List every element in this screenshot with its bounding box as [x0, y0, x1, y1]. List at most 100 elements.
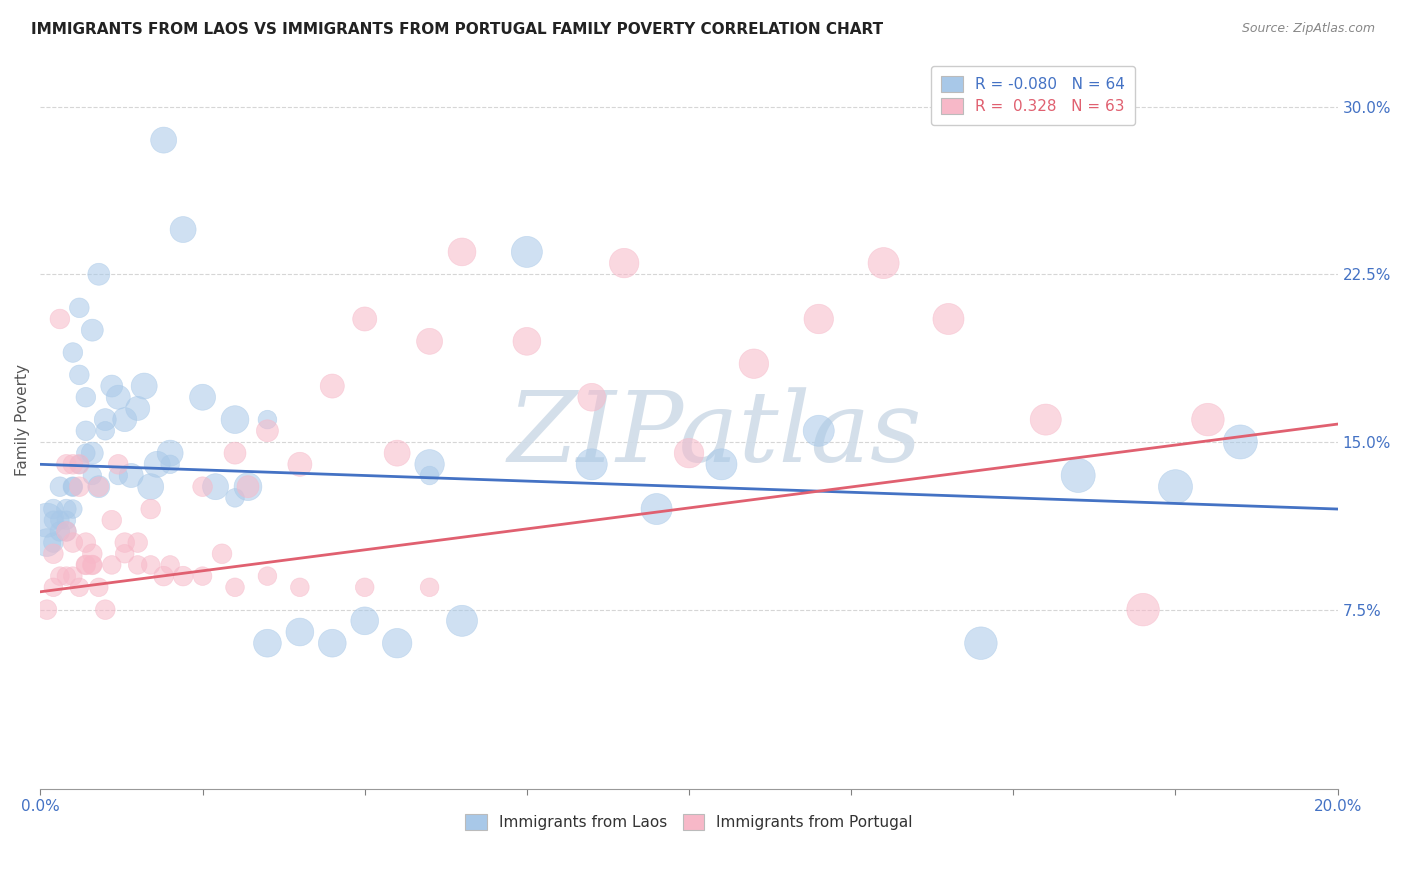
- Point: [613, 256, 636, 270]
- Point: [62, 480, 84, 494]
- Point: [1132, 602, 1154, 616]
- Point: [75, 446, 97, 460]
- Point: [75, 424, 97, 438]
- Y-axis label: Family Poverty: Family Poverty: [15, 364, 30, 475]
- Point: [807, 312, 830, 326]
- Point: [42, 547, 65, 561]
- Point: [1197, 412, 1219, 426]
- Point: [67, 368, 90, 382]
- Point: [42, 580, 65, 594]
- Point: [256, 412, 278, 426]
- Point: [55, 513, 77, 527]
- Point: [139, 502, 162, 516]
- Point: [516, 334, 538, 349]
- Point: [385, 636, 408, 650]
- Point: [87, 480, 110, 494]
- Point: [127, 535, 149, 549]
- Point: [49, 480, 72, 494]
- Point: [62, 480, 84, 494]
- Point: [451, 244, 474, 259]
- Point: [82, 323, 104, 337]
- Point: [353, 614, 375, 628]
- Point: [49, 569, 72, 583]
- Point: [256, 569, 278, 583]
- Point: [191, 480, 214, 494]
- Point: [67, 580, 90, 594]
- Point: [159, 458, 181, 472]
- Point: [224, 491, 246, 505]
- Point: [100, 513, 122, 527]
- Point: [288, 458, 311, 472]
- Point: [236, 480, 259, 494]
- Point: [204, 480, 226, 494]
- Point: [82, 558, 104, 572]
- Point: [127, 401, 149, 416]
- Point: [127, 558, 149, 572]
- Text: Source: ZipAtlas.com: Source: ZipAtlas.com: [1241, 22, 1375, 36]
- Point: [224, 446, 246, 460]
- Point: [62, 535, 84, 549]
- Point: [1067, 468, 1090, 483]
- Point: [55, 458, 77, 472]
- Point: [87, 580, 110, 594]
- Point: [146, 458, 169, 472]
- Point: [1035, 412, 1057, 426]
- Point: [807, 424, 830, 438]
- Point: [710, 458, 733, 472]
- Point: [256, 636, 278, 650]
- Point: [35, 535, 58, 549]
- Point: [872, 256, 894, 270]
- Point: [49, 513, 72, 527]
- Point: [67, 458, 90, 472]
- Point: [678, 446, 700, 460]
- Point: [256, 424, 278, 438]
- Point: [107, 458, 129, 472]
- Point: [114, 547, 136, 561]
- Point: [75, 558, 97, 572]
- Point: [134, 379, 156, 393]
- Point: [321, 379, 343, 393]
- Point: [353, 580, 375, 594]
- Point: [938, 312, 960, 326]
- Point: [139, 480, 162, 494]
- Point: [55, 524, 77, 539]
- Point: [75, 390, 97, 404]
- Point: [87, 267, 110, 281]
- Point: [49, 524, 72, 539]
- Point: [451, 614, 474, 628]
- Point: [42, 502, 65, 516]
- Point: [581, 458, 603, 472]
- Point: [321, 636, 343, 650]
- Point: [42, 513, 65, 527]
- Point: [1164, 480, 1187, 494]
- Point: [191, 390, 214, 404]
- Point: [419, 458, 441, 472]
- Point: [67, 458, 90, 472]
- Point: [224, 412, 246, 426]
- Point: [516, 244, 538, 259]
- Text: ZIPatlas: ZIPatlas: [508, 387, 922, 482]
- Point: [82, 558, 104, 572]
- Point: [55, 502, 77, 516]
- Point: [970, 636, 993, 650]
- Point: [100, 379, 122, 393]
- Point: [419, 334, 441, 349]
- Point: [42, 535, 65, 549]
- Point: [419, 468, 441, 483]
- Point: [94, 424, 117, 438]
- Point: [211, 547, 233, 561]
- Point: [62, 569, 84, 583]
- Point: [114, 535, 136, 549]
- Point: [191, 569, 214, 583]
- Point: [172, 222, 194, 236]
- Point: [120, 468, 142, 483]
- Point: [49, 312, 72, 326]
- Point: [82, 446, 104, 460]
- Point: [742, 357, 765, 371]
- Point: [159, 446, 181, 460]
- Point: [107, 468, 129, 483]
- Point: [82, 547, 104, 561]
- Point: [288, 625, 311, 640]
- Point: [55, 569, 77, 583]
- Point: [224, 580, 246, 594]
